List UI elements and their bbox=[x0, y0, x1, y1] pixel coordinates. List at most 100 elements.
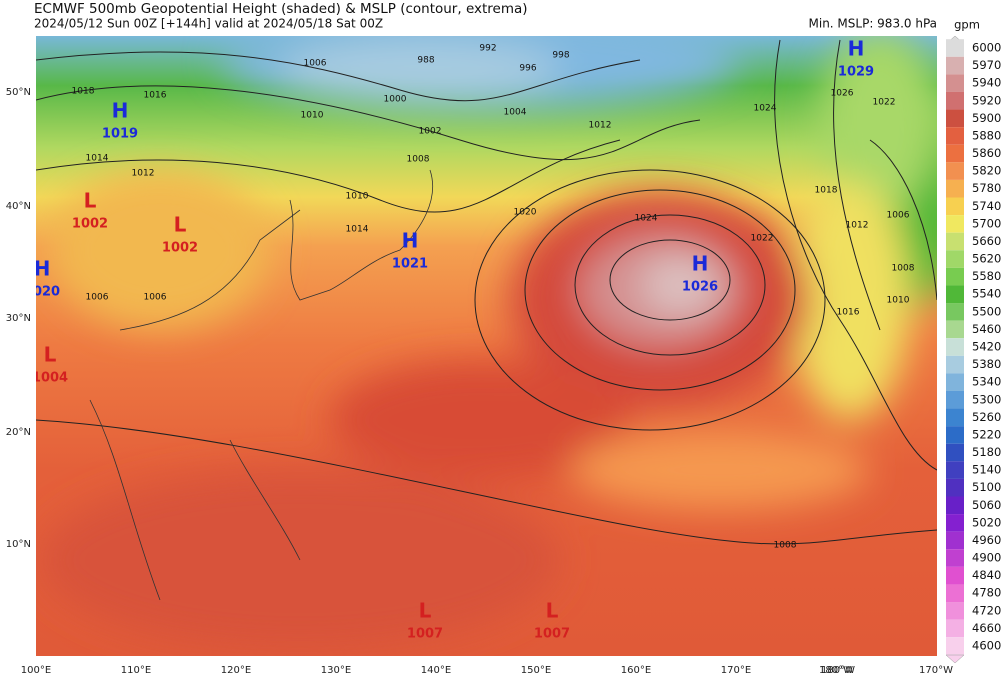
overlay: 100°E 110°E 120°E 130°E 140°E 150°E 160°E 170°E… bbox=[6, 18, 1002, 677]
colorbar-swatch bbox=[946, 496, 964, 515]
system-value: 1026 bbox=[682, 280, 718, 295]
colorbar-label: 5420 bbox=[972, 340, 1001, 354]
system-value: 1029 bbox=[838, 65, 874, 80]
contour-label: 1022 bbox=[751, 234, 774, 244]
colorbar-label: 5220 bbox=[972, 427, 1001, 441]
colorbar-label: 4600 bbox=[972, 639, 1001, 653]
colorbar-label: 5880 bbox=[972, 128, 1001, 142]
colorbar-label: 5500 bbox=[972, 304, 1001, 318]
colorbar-swatch bbox=[946, 267, 964, 286]
lon-label: 100°E bbox=[21, 665, 51, 676]
contour-label: 1006 bbox=[887, 211, 910, 221]
colorbar-label: 5780 bbox=[972, 181, 1001, 195]
contour-label: 1024 bbox=[754, 104, 777, 114]
contour-label: 1006 bbox=[144, 293, 167, 303]
colorbar-swatch bbox=[946, 390, 964, 409]
contour-label: 988 bbox=[417, 56, 434, 66]
contour-label: 996 bbox=[519, 64, 536, 74]
contour-label: 1012 bbox=[132, 169, 155, 179]
colorbar-label: 4840 bbox=[972, 568, 1001, 582]
system-letter: H bbox=[34, 257, 51, 281]
lon-label: 140°E bbox=[421, 665, 451, 676]
lon-label: 120°E bbox=[221, 665, 251, 676]
system-value: 1002 bbox=[72, 217, 108, 232]
colorbar-swatch bbox=[946, 320, 964, 339]
colorbar-swatch bbox=[946, 74, 964, 92]
lat-label: 10°N bbox=[6, 539, 31, 550]
system-letter: L bbox=[44, 343, 57, 367]
system-letter: H bbox=[402, 229, 419, 253]
colorbar-label: 4660 bbox=[972, 621, 1001, 635]
map-area: 1018 1016 1014 1012 1010 1006 1000 1002 988 992 99… bbox=[32, 36, 937, 656]
colorbar-label: 5660 bbox=[972, 234, 1001, 248]
colorbar-label: 5260 bbox=[972, 410, 1001, 424]
colorbar-label: 5580 bbox=[972, 269, 1001, 283]
contour-label: 1008 bbox=[892, 264, 915, 274]
contour-label: 1022 bbox=[873, 98, 896, 108]
contour-label: 1010 bbox=[346, 192, 369, 202]
colorbar-swatch bbox=[946, 478, 964, 497]
system-letter: L bbox=[174, 213, 187, 237]
system-value: 1007 bbox=[534, 627, 570, 642]
colorbar-swatch bbox=[946, 144, 964, 163]
colorbar-swatch bbox=[946, 566, 964, 585]
colorbar-label: 5140 bbox=[972, 463, 1001, 477]
colorbar-swatch bbox=[946, 355, 964, 374]
colorbar-label: 5940 bbox=[972, 76, 1001, 90]
colorbar-bottom bbox=[945, 654, 965, 664]
colorbar-swatch bbox=[946, 408, 964, 427]
colorbar-label: 5060 bbox=[972, 498, 1001, 512]
colorbar-swatch bbox=[946, 637, 964, 655]
colorbar-label: 5540 bbox=[972, 287, 1001, 301]
colorbar-label: 5700 bbox=[972, 216, 1001, 230]
contour-label: 1014 bbox=[346, 225, 369, 235]
colorbar-label: 5380 bbox=[972, 357, 1001, 371]
lon-label: 130°E bbox=[321, 665, 351, 676]
min-mslp: Min. MSLP: 983.0 hPa bbox=[809, 17, 938, 31]
colorbar-swatch bbox=[946, 127, 964, 145]
system-value: 1004 bbox=[32, 371, 68, 386]
system-letter: H bbox=[112, 99, 129, 123]
contour-label: 1006 bbox=[86, 293, 109, 303]
colorbar-swatch bbox=[946, 373, 964, 391]
contour-label: 1026 bbox=[831, 89, 854, 99]
system-value: 1007 bbox=[407, 627, 443, 642]
colorbar-unit: gpm bbox=[954, 18, 980, 32]
contour-label: 1000 bbox=[384, 95, 407, 105]
colorbar-label: 4900 bbox=[972, 551, 1001, 565]
colorbar-swatch bbox=[946, 461, 964, 479]
system-letter: L bbox=[546, 599, 559, 623]
lon-label: 180°W bbox=[819, 665, 853, 676]
colorbar-swatch bbox=[946, 39, 964, 57]
system-letter: H bbox=[848, 37, 865, 61]
subtitle: 2024/05/12 Sun 00Z [+144h] valid at 2024… bbox=[34, 17, 383, 31]
contour-label: 1002 bbox=[419, 127, 442, 137]
system-value: 1019 bbox=[102, 127, 138, 142]
contour-label: 1008 bbox=[407, 155, 430, 165]
colorbar-swatch bbox=[946, 303, 964, 321]
contour-label: 1006 bbox=[304, 59, 327, 69]
system-letter: L bbox=[419, 599, 432, 623]
lon-label: 160°E bbox=[621, 665, 651, 676]
colorbar-swatch bbox=[946, 338, 964, 356]
contour-label: 1016 bbox=[837, 308, 860, 318]
colorbar-label: 5340 bbox=[972, 375, 1001, 389]
colorbar-label: 4720 bbox=[972, 603, 1001, 617]
contour-label: 1008 bbox=[774, 541, 797, 551]
system-value: 1002 bbox=[162, 241, 198, 256]
contour-label: 1018 bbox=[815, 186, 838, 196]
contour-label: 1018 bbox=[72, 87, 95, 97]
colorbar-label: 5900 bbox=[972, 111, 1001, 125]
colorbar-label: 6000 bbox=[972, 41, 1001, 55]
title: ECMWF 500mb Geopotential Height (shaded)… bbox=[34, 1, 528, 17]
colorbar-label: 5300 bbox=[972, 392, 1001, 406]
colorbar-swatch bbox=[946, 91, 964, 110]
colorbar-label: 5740 bbox=[972, 199, 1001, 213]
colorbar-swatch bbox=[946, 531, 964, 550]
colorbar-swatch bbox=[946, 232, 964, 251]
contour-label: 1010 bbox=[301, 111, 324, 121]
contour-label: 1012 bbox=[846, 221, 869, 231]
lon-label: 170°E bbox=[721, 665, 751, 676]
colorbar-label: 5620 bbox=[972, 252, 1001, 266]
